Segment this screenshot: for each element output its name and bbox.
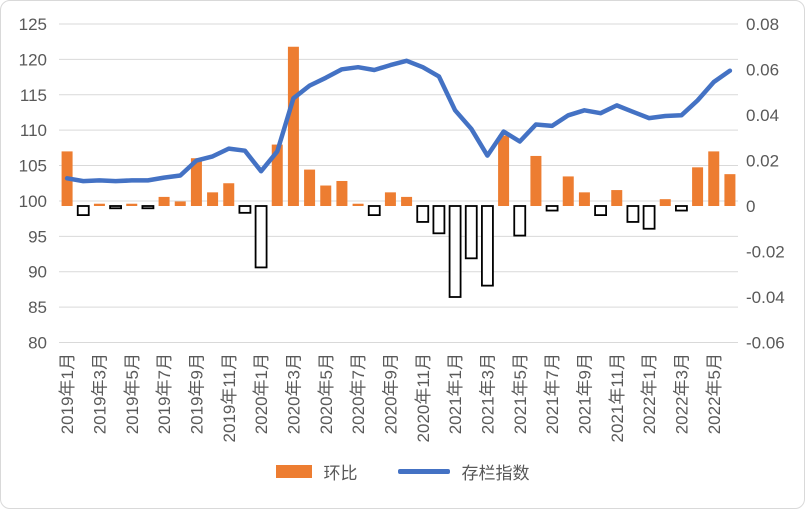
right-axis-tick-label: -0.02 <box>746 243 785 262</box>
x-axis-tick-label: 2019年5月 <box>123 353 142 434</box>
x-axis-tick-label: 2022年1月 <box>640 353 659 434</box>
index-line-series <box>64 58 733 184</box>
x-axis-tick-label: 2020年3月 <box>284 353 303 434</box>
x-axis-tick-label: 2019年11月 <box>220 353 239 442</box>
mom-bar-negative <box>594 205 607 216</box>
left-axis-tick-label: 125 <box>19 15 47 34</box>
left-axis-tick-label: 95 <box>28 227 47 246</box>
left-axis-tick-label: 110 <box>20 121 47 140</box>
mom-bar-positive <box>498 135 510 206</box>
right-axis-tick-label: -0.06 <box>746 334 785 353</box>
mom-bar-negative <box>141 205 155 210</box>
mom-bar-positive <box>562 176 574 206</box>
x-axis-tick-label: 2020年11月 <box>414 353 433 442</box>
x-axis-tick-label: 2021年3月 <box>478 353 497 434</box>
left-axis-tick-label: 85 <box>28 298 47 317</box>
x-axis-tick-label: 2022年5月 <box>705 353 724 434</box>
left-axis-tick-label: 80 <box>28 334 47 353</box>
mom-bar-positive <box>304 169 316 206</box>
mom-bar-negative <box>545 205 559 212</box>
mom-bar-positive <box>611 190 623 206</box>
mom-bar-negative <box>254 205 268 269</box>
left-axis-tick-label: 120 <box>19 50 47 69</box>
right-axis-tick-label: 0.02 <box>746 152 779 171</box>
x-axis-tick-label: 2021年1月 <box>446 353 465 434</box>
index-line <box>64 58 733 184</box>
mom-bar-positive <box>320 185 332 206</box>
mom-bar-negative <box>464 205 478 260</box>
x-axis-tick-label: 2021年5月 <box>511 353 530 434</box>
mom-bar-positive <box>126 203 138 206</box>
mom-bar-positive <box>692 167 704 206</box>
mom-bar-negative <box>448 205 462 298</box>
mom-bar-negative <box>416 205 430 223</box>
right-axis-tick-label: -0.04 <box>746 288 785 307</box>
right-axis-tick-label: 0.06 <box>746 61 779 80</box>
legend-line-swatch <box>397 469 450 474</box>
mom-bar-negative <box>238 205 252 214</box>
mom-bar-positive <box>287 46 299 206</box>
left-axis-tick-label: 90 <box>28 263 47 282</box>
mom-bar-positive <box>271 144 283 206</box>
mom-bar-negative <box>76 205 90 216</box>
mom-bar-negative <box>367 205 381 216</box>
x-axis-tick-label: 2019年9月 <box>187 353 206 434</box>
legend-label-index: 存栏指数 <box>461 464 530 483</box>
left-axis-tick-label: 100 <box>19 192 47 211</box>
mom-bar-series <box>61 46 736 298</box>
right-axis-tick-label: 0.04 <box>746 106 779 125</box>
mom-bar-positive <box>724 174 736 206</box>
combo-chart-plot: 80 85 90 95 100 105 110 115 120 125 -0.06 -0.04 -0.0… <box>19 15 785 442</box>
mom-bar-negative <box>675 205 688 212</box>
chart-legend: 环比 存栏指数 <box>1 459 804 484</box>
mom-bar-positive <box>352 203 364 206</box>
mom-bar-positive <box>336 180 348 206</box>
mom-bar-positive <box>578 192 590 206</box>
x-axis-tick-label: 2021年7月 <box>543 353 562 434</box>
mom-bar-positive <box>659 199 671 206</box>
legend-item-index: 存栏指数 <box>397 459 530 484</box>
right-axis-tick-label: 0.08 <box>746 15 779 34</box>
x-axis-tick-label: 2020年5月 <box>317 353 336 434</box>
x-axis-tick-label: 2020年7月 <box>349 353 368 434</box>
x-axis-tick-label: 2019年1月 <box>58 353 77 434</box>
mom-bar-positive <box>190 158 202 206</box>
left-axis-tick-label: 115 <box>20 86 47 105</box>
x-axis-tick-label: 2019年7月 <box>155 353 174 434</box>
mom-bar-negative <box>626 205 640 223</box>
mom-bar-positive <box>401 196 413 206</box>
x-axis-tick-label: 2020年9月 <box>381 353 400 434</box>
mom-bar-positive <box>223 183 235 206</box>
x-axis-tick-label: 2021年11月 <box>608 353 627 442</box>
legend-item-mom: 环比 <box>275 459 358 484</box>
x-axis-tick-label: 2021年9月 <box>575 353 594 434</box>
mom-bar-positive <box>174 201 186 206</box>
legend-bar-swatch <box>275 465 312 478</box>
left-axis-tick-label: 105 <box>19 157 47 176</box>
mom-bar-negative <box>432 205 446 235</box>
mom-bar-positive <box>708 151 720 206</box>
x-axis-tick-label: 2020年1月 <box>252 353 271 434</box>
mom-bar-negative <box>513 205 527 237</box>
mom-bar-positive <box>530 155 542 206</box>
legend-label-mom: 环比 <box>323 464 358 483</box>
mom-bar-negative <box>109 205 122 210</box>
mom-bar-negative <box>642 205 656 230</box>
right-axis-tick-label: 0 <box>746 197 755 216</box>
mom-bar-negative <box>481 205 494 287</box>
mom-bar-positive <box>93 203 105 206</box>
x-axis-tick-label: 2022年3月 <box>672 353 691 434</box>
mom-bar-positive <box>158 196 170 206</box>
axis-labels: 80 85 90 95 100 105 110 115 120 125 -0.06 -0.04 -0.0… <box>19 15 785 442</box>
mom-bar-positive <box>207 192 219 206</box>
x-axis-tick-label: 2019年3月 <box>90 353 109 434</box>
gridlines <box>59 23 738 343</box>
mom-bar-positive <box>384 192 396 206</box>
